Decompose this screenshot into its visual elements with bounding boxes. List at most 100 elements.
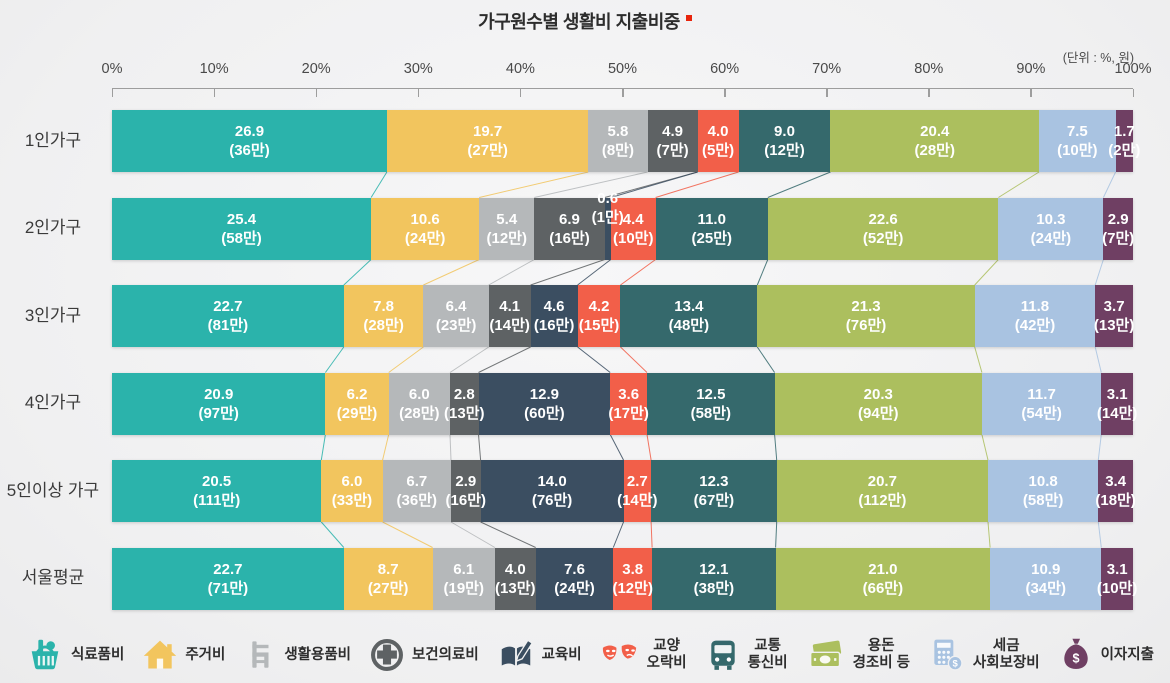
segment-label: 12.3 (67만) (693, 473, 735, 509)
axis-tick (1030, 89, 1032, 97)
axis-tick (1132, 89, 1134, 97)
legend-item: $ 세금 사회보장비 (928, 636, 1040, 674)
legend-label: 생활용품비 (284, 646, 352, 663)
legend-item: 생활용품비 (243, 638, 351, 672)
segment-label: 4.9 (7만) (656, 123, 689, 159)
segment-label: 4.1 (14만) (489, 298, 530, 334)
segment-label: 10.9 (34만) (1025, 560, 1066, 597)
axis-tick (213, 89, 216, 97)
segment-label: 25.4 (58만) (221, 210, 262, 247)
segment-label: 11.0 (25만) (691, 210, 732, 247)
bar-segment: 4.9 (7만) (647, 110, 698, 172)
segment-label: 12.9 (60만) (524, 385, 565, 422)
axis-tick-label: 40% (505, 61, 535, 77)
axis-tick-label: 50% (607, 61, 638, 77)
segment-label: 10.6 (24만) (404, 210, 446, 247)
chart-title: 가구원수별 생활비 지출비중 (478, 12, 680, 32)
segment-label: 12.5 (58만) (690, 385, 732, 422)
segment-label: 3.4 (18만) (1095, 473, 1136, 509)
legend-item: 식료품비 (26, 636, 124, 674)
bar-segment: 20.3 (94만) (774, 372, 982, 435)
axis-tick-label: 10% (199, 61, 229, 77)
segment-label: 10.8 (58만) (1022, 473, 1064, 509)
bar: 26.9 (36만) 19.7 (27만) 5.8 (8만) 4.9 (7만) 4.0 (5만) 9… (112, 110, 1140, 172)
book-pencil-icon (497, 636, 535, 674)
legend-item: $ 이자지출 (1058, 636, 1154, 674)
row-label: 3인가구 (24, 305, 82, 325)
segment-label: 2.9 (16만) (445, 473, 487, 509)
legend-item: 교육비 (497, 636, 582, 674)
bar-segment: 4.6 (16만) (530, 285, 578, 347)
bar-segment: 26.9 (36만) (112, 110, 387, 172)
segment-label: 7.8 (28만) (363, 298, 404, 334)
axis-tick-label: 70% (812, 61, 842, 77)
segment-label: 7.6 (24만) (554, 560, 595, 597)
bar-segment: 12.3 (67만) (651, 460, 777, 522)
bar-segment: 7.8 (28만) (343, 285, 424, 347)
segment-label: 6.4 (23만) (435, 298, 477, 334)
segment-label: 3.1 (10만) (1096, 560, 1138, 597)
bar-segment: 4.1 (14만) (488, 285, 531, 347)
x-axis-labels: 0% 10% 20% 30% 40% 50% 60% 70% 80% 90% 100% (102, 61, 1152, 81)
legend-item: 교양 오락비 (600, 637, 687, 673)
bar-segment: 12.1 (38만) (652, 547, 776, 610)
row-label: 서울평균 (21, 568, 85, 588)
legend-item: 교통 통신비 (705, 637, 788, 673)
x-axis-line (111, 88, 1134, 98)
connector-lines-icon (320, 171, 1117, 548)
segment-label: 22.7 (71만) (207, 560, 249, 597)
bar-segment: 10.8 (58만) (988, 460, 1099, 522)
legend-label: 교통 통신비 (747, 638, 788, 671)
bar-segment: 6.0 (33만) (321, 460, 383, 522)
segment-label: 3.6 (17만) (608, 385, 649, 422)
segment-label: 9.0 (12만) (764, 123, 805, 159)
segment-label: 6.1 (19만) (443, 560, 484, 597)
segment-label: 2.7 (14만) (617, 473, 658, 509)
axis-tick (417, 89, 420, 97)
segment-label: 20.9 (97만) (198, 385, 239, 422)
bus-icon (705, 637, 741, 673)
bar-segment: 9.0 (12만) (738, 110, 831, 172)
axis-tick (928, 89, 930, 97)
banknotes-icon (806, 637, 846, 673)
bar-segment: 21.3 (76만) (757, 285, 975, 347)
row-label: 2인가구 (24, 218, 82, 238)
bar-segment: 3.6 (17만) (608, 372, 649, 435)
legend-item: 용돈 경조비 등 (806, 637, 910, 673)
bar-segment: 6.0 (28만) (388, 372, 450, 435)
bar-segment: 22.7 (71만) (112, 547, 344, 610)
segment-label: 4.0 (13만) (495, 560, 536, 597)
segment-label: 3.8 (12만) (612, 560, 653, 597)
bar-segment: 4.2 (15만) (577, 285, 621, 347)
segment-label: 21.0 (66만) (862, 560, 904, 597)
segment-label: 10.3 (24만) (1030, 210, 1072, 247)
bar-segment: 20.4 (28만) (830, 110, 1039, 172)
bar-segment: 6.7 (36만) (382, 460, 451, 522)
basket-icon (26, 636, 64, 674)
axis-tick-label: 30% (403, 61, 433, 77)
bar-segment: 2.7 (14만) (617, 460, 658, 522)
axis-tick (622, 89, 624, 97)
segment-label: 3.7 (13만) (1093, 298, 1135, 334)
segment-label: 11.8 (42만) (1014, 298, 1056, 334)
segment-label: 2.8 (13만) (444, 385, 485, 422)
legend-label: 교육비 (541, 646, 582, 663)
segment-label: 8.7 (27만) (367, 560, 409, 597)
medical-cross-icon (369, 637, 405, 673)
segment-label: 4.4 (10만) (612, 210, 654, 247)
bar-segment: 6.2 (29만) (325, 372, 389, 435)
legend-item: 보건의료비 (369, 637, 479, 673)
chair-icon (243, 638, 277, 672)
house-icon (142, 637, 178, 673)
legend-item: 주거비 (142, 637, 225, 673)
bar-segment: 6.9 (16만) (534, 197, 605, 260)
bar-segment: 11.7 (54만) (981, 372, 1102, 435)
row-label: 4인가구 (24, 393, 82, 413)
segment-label: 26.9 (36만) (229, 123, 270, 159)
segment-label: 7.5 (10만) (1057, 123, 1098, 159)
bar-segment: 12.5 (58만) (647, 372, 775, 435)
bar-segment: 4.0 (5만) (697, 110, 739, 172)
bar-segment: 1.7 (2만) (1108, 110, 1140, 172)
theater-masks-icon (600, 637, 640, 673)
